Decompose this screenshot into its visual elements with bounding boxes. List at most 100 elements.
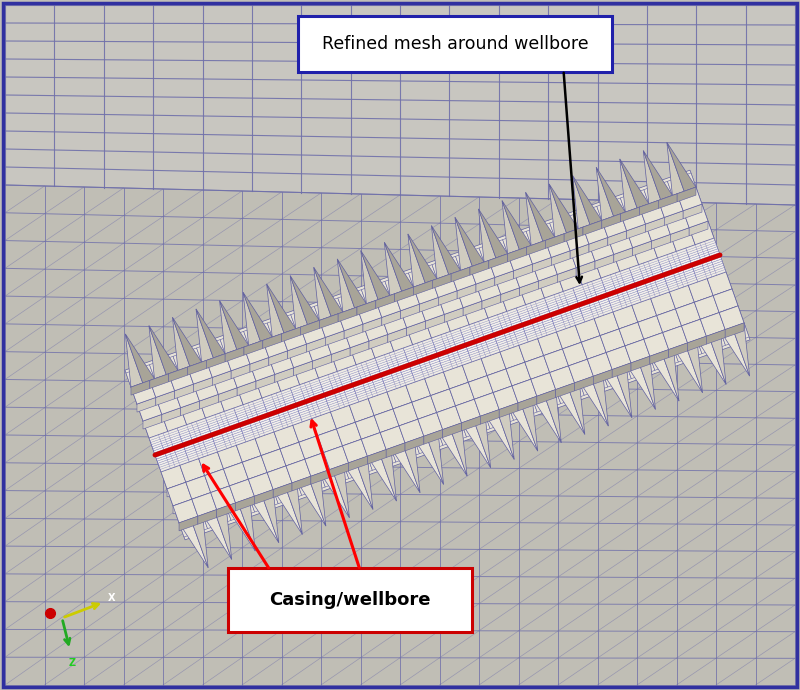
Polygon shape	[589, 237, 608, 252]
Polygon shape	[437, 406, 462, 430]
Polygon shape	[230, 425, 241, 431]
Polygon shape	[342, 440, 367, 463]
Polygon shape	[234, 407, 245, 413]
Polygon shape	[242, 430, 253, 435]
Polygon shape	[585, 288, 594, 293]
Polygon shape	[455, 341, 465, 346]
Polygon shape	[249, 416, 258, 422]
Polygon shape	[416, 350, 426, 355]
Polygon shape	[506, 362, 531, 386]
Polygon shape	[238, 498, 255, 551]
Polygon shape	[444, 308, 463, 322]
Polygon shape	[490, 322, 501, 326]
Polygon shape	[542, 319, 553, 324]
Polygon shape	[611, 274, 622, 279]
Polygon shape	[344, 387, 354, 393]
Polygon shape	[253, 398, 263, 404]
Polygon shape	[362, 433, 380, 447]
Polygon shape	[272, 394, 282, 400]
Polygon shape	[414, 376, 425, 382]
Polygon shape	[394, 348, 404, 354]
Polygon shape	[391, 444, 420, 493]
Polygon shape	[218, 420, 228, 426]
Polygon shape	[613, 305, 638, 329]
Polygon shape	[223, 462, 242, 477]
Polygon shape	[574, 319, 585, 325]
Polygon shape	[663, 272, 674, 277]
Polygon shape	[675, 275, 686, 280]
Polygon shape	[286, 460, 311, 483]
Polygon shape	[493, 328, 502, 333]
Polygon shape	[668, 284, 678, 290]
Polygon shape	[378, 362, 387, 366]
Polygon shape	[554, 294, 565, 299]
Polygon shape	[419, 297, 438, 312]
Polygon shape	[675, 302, 700, 326]
Polygon shape	[643, 274, 654, 279]
Polygon shape	[510, 319, 521, 324]
Polygon shape	[709, 331, 726, 384]
Polygon shape	[217, 446, 226, 451]
Polygon shape	[198, 424, 209, 430]
Polygon shape	[292, 420, 302, 425]
Polygon shape	[269, 414, 279, 419]
Polygon shape	[706, 270, 716, 276]
Polygon shape	[493, 386, 518, 410]
Polygon shape	[412, 395, 437, 420]
Polygon shape	[512, 380, 537, 403]
Polygon shape	[248, 414, 258, 420]
Polygon shape	[277, 406, 287, 412]
Polygon shape	[223, 435, 234, 440]
Polygon shape	[527, 336, 538, 342]
Polygon shape	[203, 439, 214, 444]
Polygon shape	[607, 292, 617, 297]
Polygon shape	[272, 422, 282, 427]
Polygon shape	[502, 231, 531, 254]
Polygon shape	[471, 328, 482, 333]
Polygon shape	[329, 404, 339, 410]
Polygon shape	[287, 405, 297, 411]
Polygon shape	[573, 176, 590, 229]
Polygon shape	[131, 380, 150, 395]
Polygon shape	[541, 315, 551, 320]
Polygon shape	[624, 281, 634, 286]
Polygon shape	[342, 381, 352, 386]
Polygon shape	[387, 385, 412, 409]
Polygon shape	[346, 393, 357, 399]
Polygon shape	[244, 323, 272, 346]
Polygon shape	[510, 317, 520, 322]
Polygon shape	[520, 398, 538, 451]
Polygon shape	[326, 394, 335, 399]
Polygon shape	[662, 270, 673, 275]
Polygon shape	[450, 382, 474, 406]
Polygon shape	[576, 261, 595, 276]
Polygon shape	[486, 337, 495, 342]
Polygon shape	[5, 5, 795, 205]
Polygon shape	[334, 391, 345, 396]
Polygon shape	[498, 344, 509, 350]
Polygon shape	[621, 270, 631, 276]
Polygon shape	[294, 393, 303, 399]
Polygon shape	[302, 390, 313, 395]
Polygon shape	[675, 302, 694, 317]
Polygon shape	[323, 388, 333, 393]
Polygon shape	[654, 275, 664, 280]
Polygon shape	[608, 230, 626, 246]
Polygon shape	[651, 235, 676, 258]
Polygon shape	[579, 304, 590, 309]
Polygon shape	[534, 324, 544, 330]
Polygon shape	[540, 313, 550, 318]
Polygon shape	[256, 408, 266, 414]
Polygon shape	[526, 193, 543, 246]
Polygon shape	[202, 433, 211, 438]
Polygon shape	[556, 326, 566, 332]
Polygon shape	[498, 342, 508, 348]
Polygon shape	[470, 352, 479, 357]
Polygon shape	[533, 320, 542, 326]
Polygon shape	[651, 235, 670, 249]
Polygon shape	[598, 295, 608, 300]
Polygon shape	[186, 450, 196, 455]
Polygon shape	[245, 406, 255, 411]
Polygon shape	[218, 388, 243, 411]
Polygon shape	[534, 326, 545, 332]
